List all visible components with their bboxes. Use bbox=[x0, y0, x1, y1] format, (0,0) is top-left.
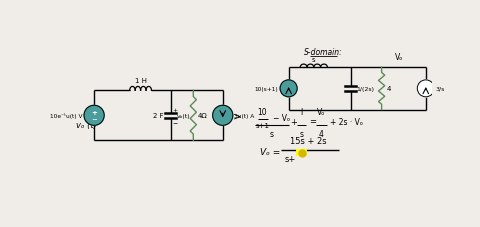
Text: 3u(t) A: 3u(t) A bbox=[234, 113, 254, 118]
Text: −: − bbox=[172, 119, 178, 124]
Text: I: I bbox=[300, 107, 303, 116]
Text: +: + bbox=[91, 109, 97, 115]
Text: 4: 4 bbox=[386, 86, 391, 92]
Circle shape bbox=[84, 106, 104, 126]
Text: Vₒ =: Vₒ = bbox=[260, 148, 280, 157]
FancyBboxPatch shape bbox=[296, 149, 307, 157]
Text: 10e⁻ᵗu(t) V: 10e⁻ᵗu(t) V bbox=[50, 113, 83, 119]
Text: s: s bbox=[312, 57, 316, 62]
Text: s: s bbox=[270, 129, 274, 138]
Text: + 2s · Vₒ: + 2s · Vₒ bbox=[330, 117, 363, 126]
Circle shape bbox=[213, 106, 233, 126]
Text: −: − bbox=[91, 116, 97, 122]
Text: 15s + 2s: 15s + 2s bbox=[290, 136, 326, 145]
Text: 4: 4 bbox=[319, 129, 324, 138]
Text: 10(s+1): 10(s+1) bbox=[255, 86, 278, 91]
Text: 1/(2s): 1/(2s) bbox=[357, 86, 375, 91]
Text: s+: s+ bbox=[285, 155, 296, 163]
Text: vₒ(t): vₒ(t) bbox=[177, 113, 191, 118]
Text: Vₒ: Vₒ bbox=[317, 107, 325, 116]
Text: +: + bbox=[290, 117, 298, 126]
Text: 2 F: 2 F bbox=[153, 113, 164, 119]
Text: 1 H: 1 H bbox=[134, 78, 146, 84]
Text: s+1: s+1 bbox=[255, 122, 269, 128]
Text: =: = bbox=[309, 117, 316, 126]
Text: Vₒ: Vₒ bbox=[395, 53, 403, 62]
Circle shape bbox=[280, 81, 297, 97]
Circle shape bbox=[417, 81, 434, 97]
Text: s: s bbox=[300, 129, 304, 138]
Text: +: + bbox=[172, 107, 178, 112]
Text: 3/s: 3/s bbox=[436, 86, 445, 91]
Text: =>: => bbox=[226, 111, 242, 121]
Text: − Vₒ: − Vₒ bbox=[273, 113, 290, 122]
Text: 4Ω: 4Ω bbox=[198, 113, 208, 119]
Text: vₒ (t): vₒ (t) bbox=[75, 121, 96, 130]
Text: 10: 10 bbox=[257, 107, 267, 116]
Text: S-domain:: S-domain: bbox=[304, 47, 343, 56]
